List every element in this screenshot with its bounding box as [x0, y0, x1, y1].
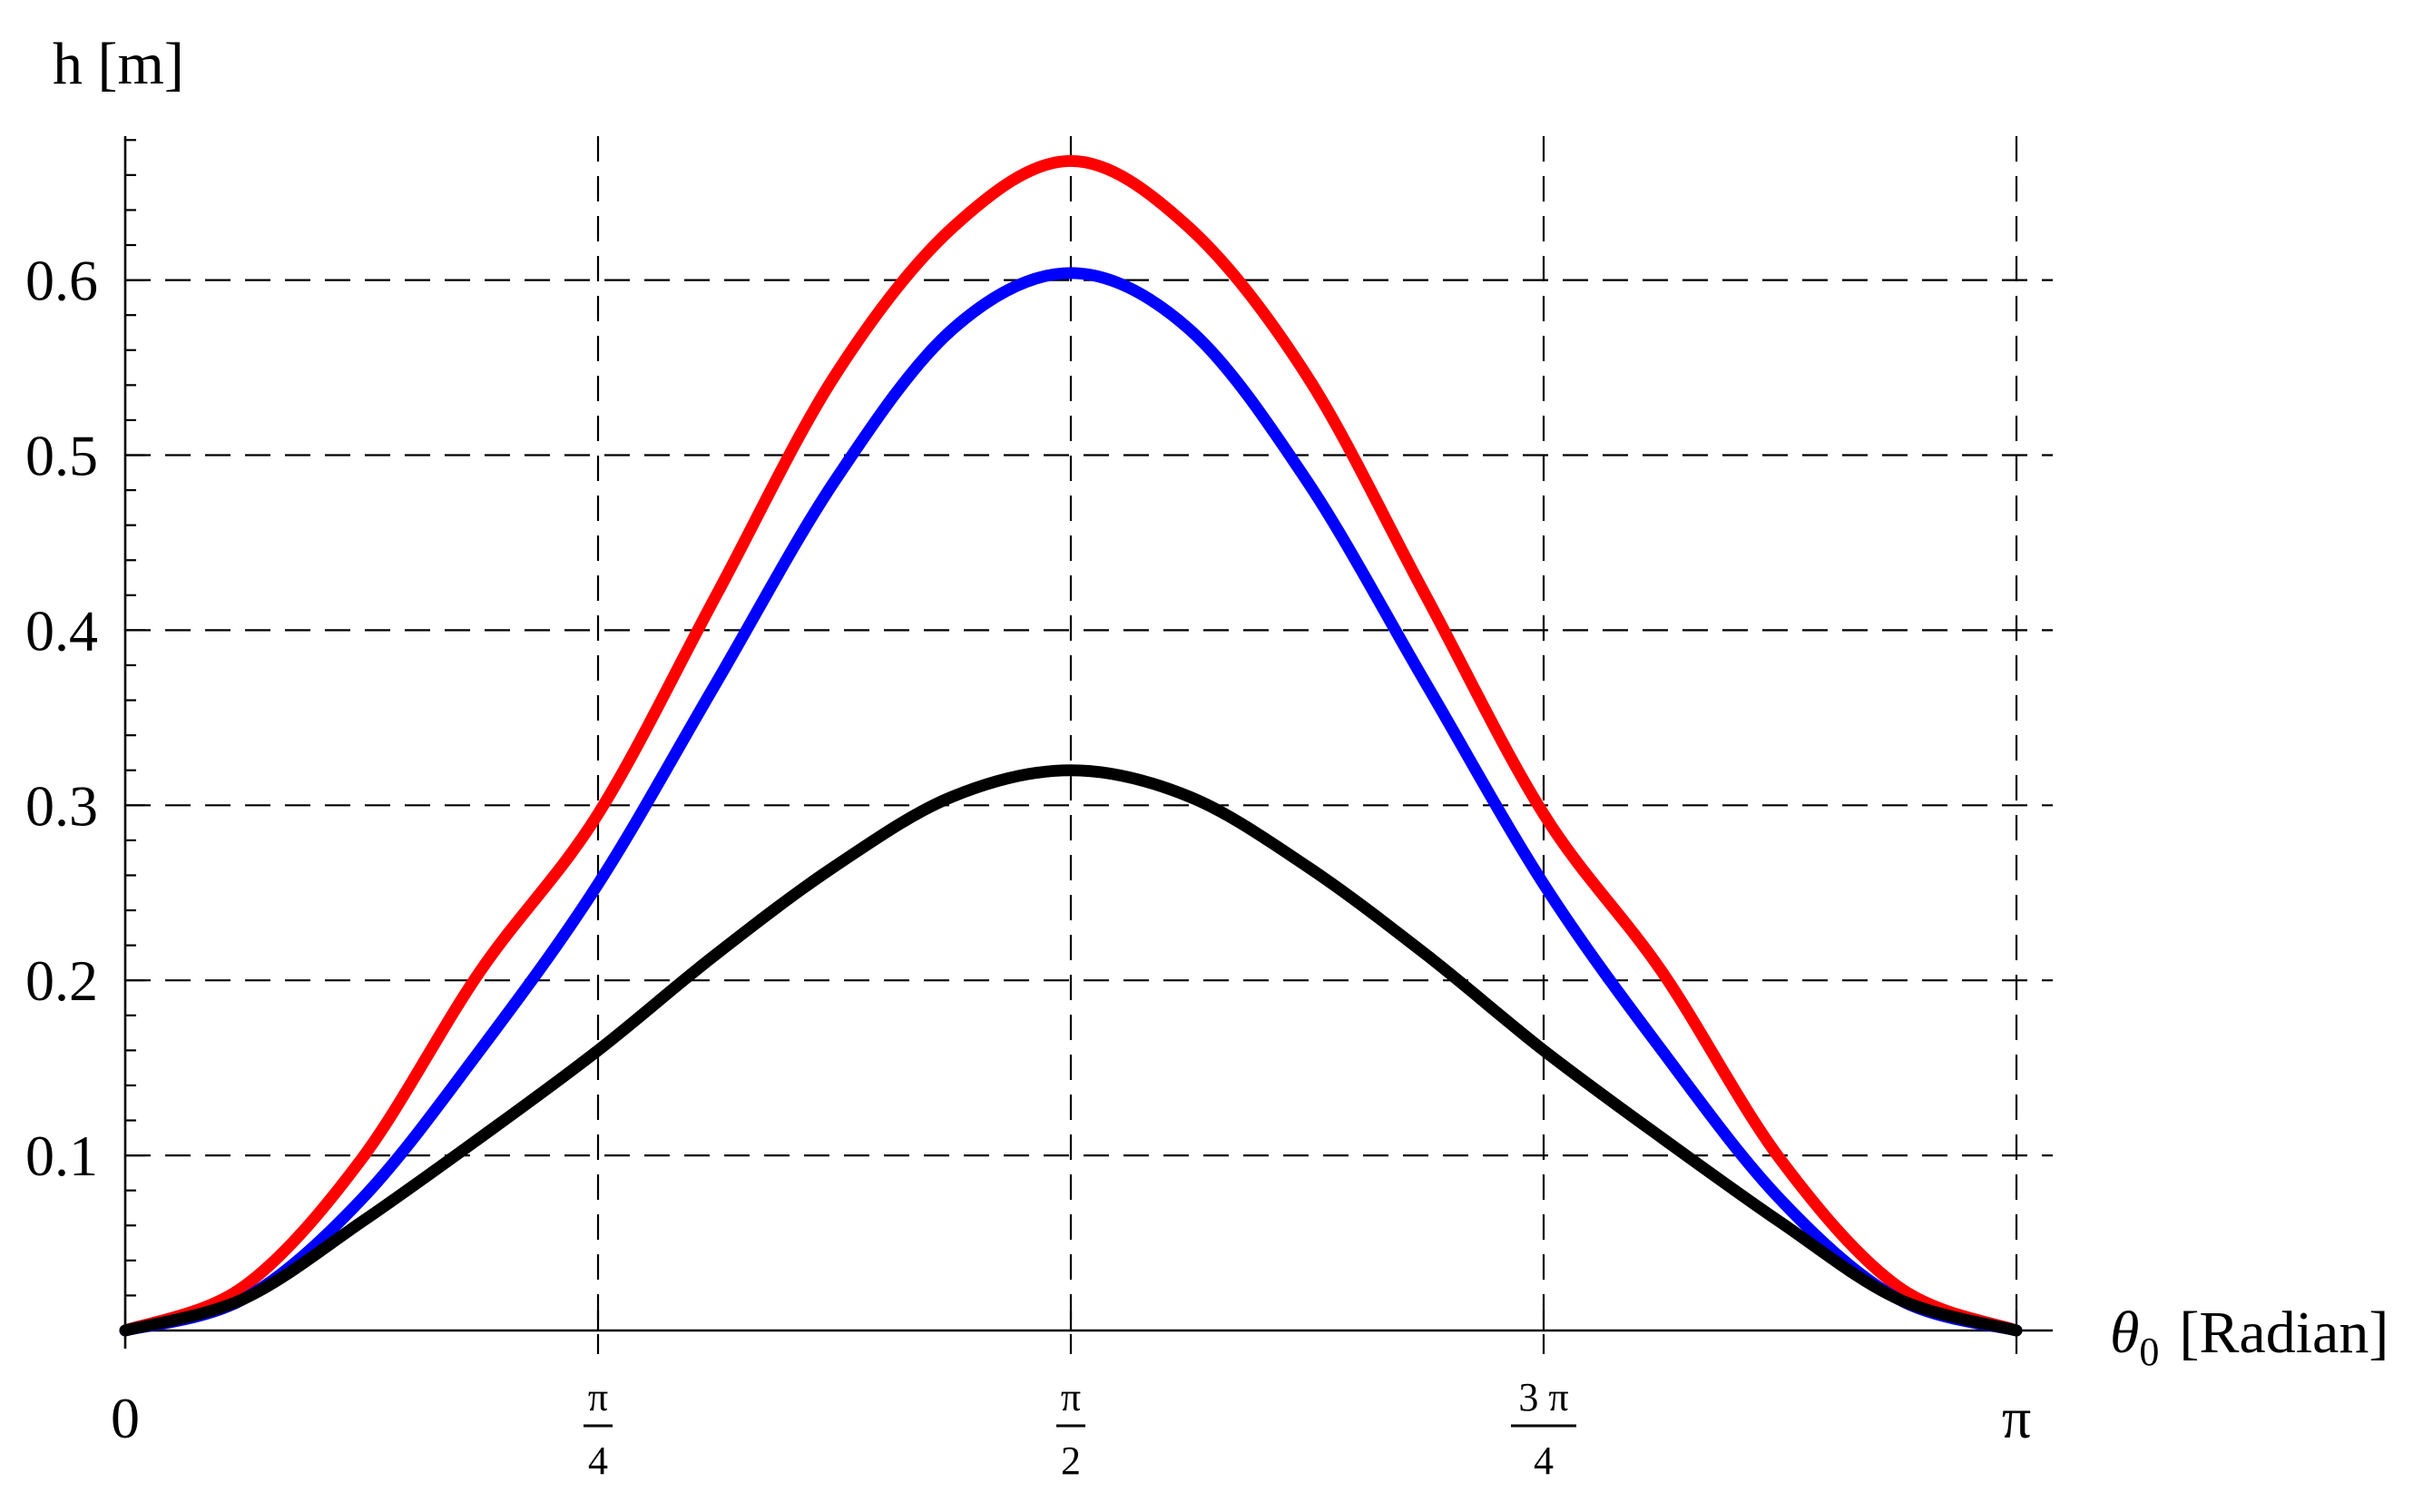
x-tick-fraction: π2: [1056, 1375, 1086, 1483]
y-tick-label: 0.4: [25, 598, 98, 663]
x-tick-denominator: 2: [1061, 1438, 1081, 1483]
series-lines: [119, 154, 2023, 1337]
y-tick-label: 0.1: [25, 1124, 98, 1188]
series-line-blue: [119, 267, 2023, 1337]
series-line-black: [119, 764, 2023, 1337]
y-tick-label: 0.3: [25, 773, 98, 838]
series-line-red: [119, 154, 2023, 1337]
x-axis-unit: [Radian]: [2179, 1300, 2389, 1366]
y-axis-title: h [m]: [53, 31, 184, 97]
grid-lines: [125, 136, 2053, 1354]
x-tick-fraction: π4: [584, 1375, 613, 1483]
axes: [123, 136, 2053, 1349]
x-tick-label: 0: [111, 1386, 140, 1450]
x-axis-symbol: θ: [2110, 1300, 2139, 1366]
x-tick-denominator: 4: [588, 1438, 608, 1483]
x-axis-title: θ0 [Radian]: [2110, 1300, 2389, 1374]
x-tick-numerator: 3 π: [1518, 1375, 1568, 1419]
y-tick-label: 0.5: [25, 424, 98, 488]
x-tick-denominator: 4: [1534, 1438, 1554, 1483]
y-tick-label: 0.6: [25, 249, 98, 313]
x-tick-fraction: 3 π4: [1511, 1375, 1577, 1483]
x-tick-numerator: π: [1061, 1375, 1081, 1419]
x-axis-subscript: 0: [2139, 1330, 2159, 1374]
x-tick-numerator: π: [588, 1375, 608, 1419]
y-tick-label: 0.2: [25, 948, 98, 1013]
x-tick-label: π: [2002, 1386, 2031, 1450]
